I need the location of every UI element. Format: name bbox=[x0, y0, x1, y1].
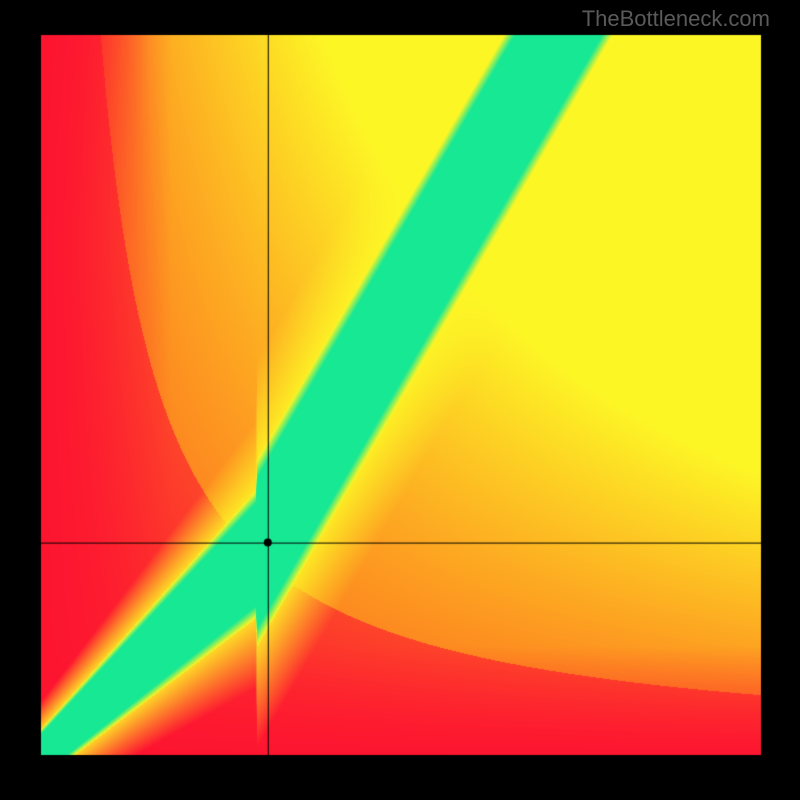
watermark-text: TheBottleneck.com bbox=[582, 6, 770, 32]
bottleneck-heatmap bbox=[0, 0, 800, 800]
chart-container: TheBottleneck.com bbox=[0, 0, 800, 800]
